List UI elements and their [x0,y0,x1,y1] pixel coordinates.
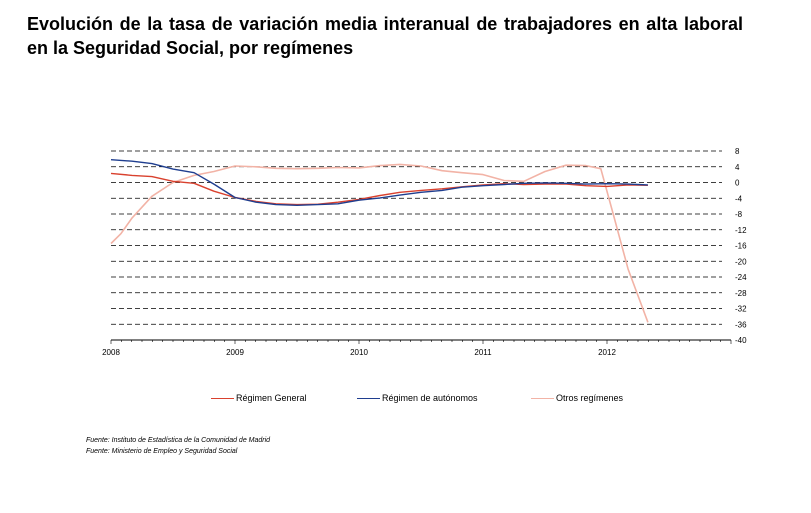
source-note-1: Fuente: Instituto de Estadística de la C… [86,437,271,444]
x-tick-label: 2011 [474,348,492,357]
y-tick-label: -32 [735,305,747,314]
y-axis-ticks: 8 4 0 -4 -8 -12 -16 -20 -24 -28 -32 -36 -40 [735,147,747,345]
series-line-régimen-de-autónomos [110,159,648,207]
x-tick-label: 2009 [226,348,244,357]
legend-swatch [531,398,554,400]
legend-label: Otros regímenes [556,393,624,403]
y-tick-label: -36 [735,320,747,329]
y-tick-label: -8 [735,210,743,219]
x-axis: 2008 2009 2010 2011 2012 [102,339,732,357]
y-tick-label: -20 [735,257,747,266]
y-tick-label: 0 [735,179,740,188]
series-line-régimen-general [110,172,648,206]
legend-label: Régimen de autónomos [382,393,478,403]
y-tick-label: -28 [735,289,747,298]
legend: Régimen General Régimen de autónomos Otros… [0,392,811,406]
legend-swatch [357,398,380,400]
series-lines [110,159,649,323]
legend-item: Otros regímenes [531,392,623,404]
legend-label: Régimen General [236,393,307,403]
y-tick-label: 4 [735,163,740,172]
y-tick-label: -16 [735,242,747,251]
legend-item: Régimen General [211,392,307,404]
y-tick-label: 8 [735,147,740,156]
x-tick-label: 2012 [598,348,616,357]
y-tick-label: -24 [735,273,747,282]
legend-item: Régimen de autónomos [357,392,478,404]
legend-swatch [211,398,234,400]
line-chart: 8 4 0 -4 -8 -12 -16 -20 -24 -28 -32 -36 -40 2008 2009… [102,147,747,357]
grid-lines [111,150,722,341]
y-tick-label: -4 [735,194,743,203]
y-tick-label: -12 [735,226,747,235]
chart-area: 8 4 0 -4 -8 -12 -16 -20 -24 -28 -32 -36 -40 2008 2009… [102,147,747,357]
chart-title: Evolución de la tasa de variación media … [27,14,743,58]
source-note-2: Fuente: Ministerio de Empleo y Seguridad… [86,448,238,455]
x-tick-label: 2008 [102,348,120,357]
series-line-otros-regímenes [110,163,649,323]
y-tick-label: -40 [735,336,747,345]
x-tick-label: 2010 [350,348,368,357]
